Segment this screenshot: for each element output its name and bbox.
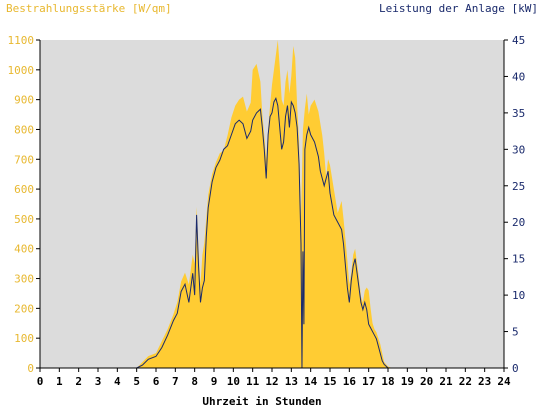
x-tick-label: 20 (420, 375, 433, 388)
x-tick-label: 10 (227, 375, 240, 388)
x-tick-label: 11 (246, 375, 260, 388)
left-tick-label: 200 (14, 302, 34, 315)
x-tick-label: 0 (37, 375, 44, 388)
left-tick-label: 300 (14, 273, 34, 286)
right-y-axis-ticks: 0 5 10 15 20 25 30 35 40 45 (504, 34, 525, 375)
x-tick-label: 4 (114, 375, 121, 388)
x-tick-label: 18 (381, 375, 394, 388)
left-tick-label: 100 (14, 332, 34, 345)
right-axis-title: Leistung der Anlage [kW] (379, 2, 538, 15)
x-tick-label: 7 (172, 375, 179, 388)
x-tick-label: 13 (285, 375, 298, 388)
x-tick-label: 6 (153, 375, 160, 388)
x-axis-ticks: 0 1 2 3 4 5 6 7 8 9 10 11 12 13 14 15 16 17 18 19 20 21 22 23 24 (37, 368, 511, 388)
left-tick-label: 700 (14, 153, 34, 166)
x-tick-label: 1 (56, 375, 63, 388)
x-tick-label: 5 (133, 375, 140, 388)
x-tick-label: 3 (95, 375, 102, 388)
right-tick-label: 15 (512, 253, 525, 266)
x-tick-label: 12 (265, 375, 278, 388)
irradiance-area (40, 40, 504, 368)
x-tick-label: 22 (459, 375, 472, 388)
x-tick-label: 24 (497, 375, 511, 388)
x-tick-label: 2 (75, 375, 82, 388)
left-tick-label: 800 (14, 123, 34, 136)
right-tick-label: 45 (512, 34, 525, 47)
x-tick-label: 23 (478, 375, 491, 388)
left-y-axis-ticks: 0 100 200 300 400 500 600 700 800 900 1000 1100 (8, 34, 40, 375)
left-tick-label: 0 (27, 362, 34, 375)
x-tick-label: 16 (343, 375, 357, 388)
left-tick-label: 1100 (8, 34, 35, 47)
x-tick-label: 8 (191, 375, 198, 388)
left-axis-title: Bestrahlungsstärke [W/qm] (6, 2, 172, 15)
x-tick-label: 17 (362, 375, 375, 388)
left-tick-label: 1000 (8, 64, 35, 77)
x-tick-label: 19 (401, 375, 414, 388)
right-tick-label: 25 (512, 180, 525, 193)
right-tick-label: 5 (512, 326, 519, 339)
right-tick-label: 35 (512, 107, 525, 120)
left-tick-label: 600 (14, 183, 34, 196)
right-tick-label: 40 (512, 70, 525, 83)
left-tick-label: 900 (14, 94, 34, 107)
x-tick-label: 14 (304, 375, 318, 388)
x-axis-title: Uhrzeit in Stunden (202, 395, 321, 408)
x-tick-label: 15 (323, 375, 336, 388)
power-line (40, 96, 504, 369)
irradiance-series (40, 40, 504, 368)
x-tick-label: 9 (211, 375, 218, 388)
right-tick-label: 30 (512, 143, 525, 156)
left-tick-label: 500 (14, 213, 34, 226)
right-tick-label: 20 (512, 216, 525, 229)
right-tick-label: 0 (512, 362, 519, 375)
right-tick-label: 10 (512, 289, 525, 302)
left-tick-label: 400 (14, 243, 34, 256)
power-series (40, 96, 504, 369)
x-tick-label: 21 (439, 375, 453, 388)
